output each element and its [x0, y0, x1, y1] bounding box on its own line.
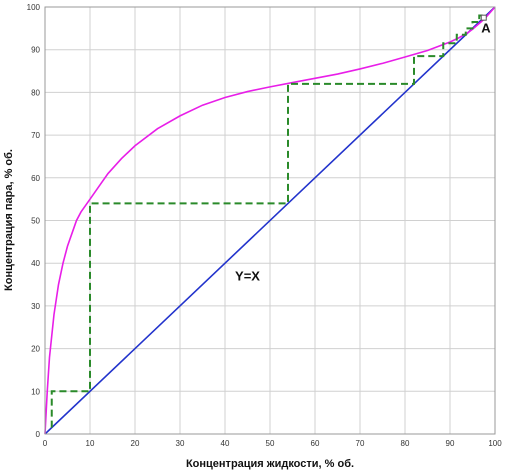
annotation-label: A [481, 21, 491, 36]
x-tick-label: 30 [176, 439, 185, 448]
y-tick-labels: 0 10 20 30 40 50 60 70 80 90 100 [27, 3, 41, 439]
y-tick-label: 50 [31, 217, 40, 226]
x-tick-label: 60 [311, 439, 320, 448]
x-tick-label: 10 [86, 439, 95, 448]
point-a-marker [480, 14, 487, 21]
y-tick-label: 80 [31, 88, 40, 97]
x-tick-label: 90 [446, 439, 455, 448]
x-tick-label: 0 [43, 439, 48, 448]
annotation-label: Y=X [235, 268, 260, 283]
y-tick-label: 100 [27, 3, 41, 12]
steps-line [50, 14, 486, 428]
y-tick-label: 0 [36, 430, 41, 439]
y-tick-label: 40 [31, 259, 40, 268]
y-tick-label: 70 [31, 131, 40, 140]
annotation-layer: Y=X A [235, 14, 491, 283]
y-axis-title: Концентрация пара, % об. [3, 149, 15, 291]
y-tick-label: 90 [31, 46, 40, 55]
x-tick-label: 50 [266, 439, 275, 448]
x-tick-label: 70 [356, 439, 365, 448]
x-tick-label: 100 [488, 439, 502, 448]
x-axis-title: Концентрация жидкости, % об. [186, 458, 354, 470]
x-tick-label: 20 [131, 439, 140, 448]
x-tick-label: 80 [401, 439, 410, 448]
x-tick-label: 40 [221, 439, 230, 448]
diagonal-line [44, 6, 496, 435]
plot-frame [44, 6, 496, 435]
y-tick-label: 20 [31, 345, 40, 354]
y-tick-label: 10 [31, 387, 40, 396]
y-tick-label: 60 [31, 174, 40, 183]
y-tick-label: 30 [31, 302, 40, 311]
series-layer [44, 6, 496, 435]
x-tick-labels: 0 10 20 30 40 50 60 70 80 90 100 [43, 439, 502, 448]
